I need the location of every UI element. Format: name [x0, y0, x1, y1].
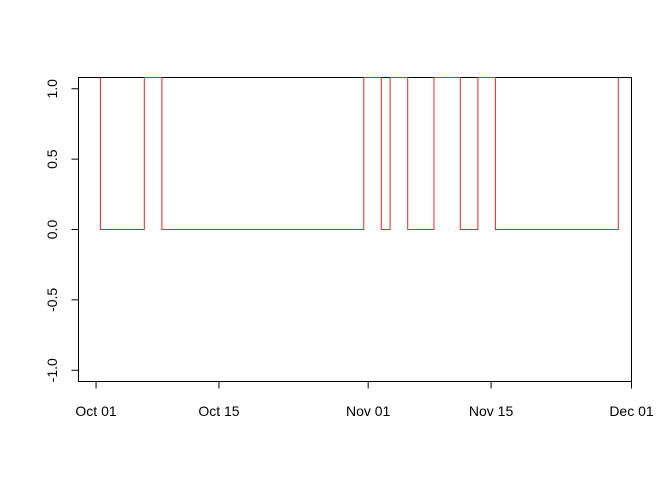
x-tick-label: Oct 15	[198, 403, 239, 419]
x-tick-label: Nov 01	[346, 403, 391, 419]
y-tick-label: -0.5	[44, 288, 60, 312]
x-tick-label: Dec 01	[609, 403, 654, 419]
series-line	[99, 77, 619, 230]
x-axis: Oct 01 Oct 15 Nov 01 Nov 15 Dec 01	[75, 381, 654, 419]
y-tick-label: -1.0	[44, 358, 60, 382]
y-axis: -1.0 -0.5 0.0 0.5 1.0	[44, 79, 79, 382]
series-layer	[99, 77, 619, 230]
x-tick-label: Oct 01	[75, 403, 116, 419]
y-tick-label: 0.0	[44, 220, 60, 240]
x-tick-label: Nov 15	[469, 403, 514, 419]
y-tick-label: 0.5	[44, 149, 60, 169]
y-tick-label: 1.0	[44, 79, 60, 99]
